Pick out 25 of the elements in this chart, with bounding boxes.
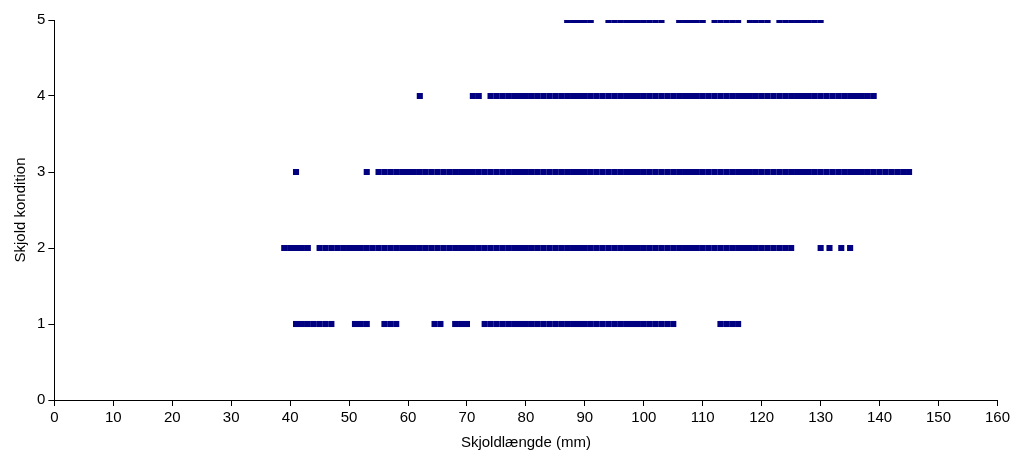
x-tick-label: 30 [222, 408, 240, 426]
x-tick-label: 100 [631, 408, 657, 426]
x-tick-label: 60 [399, 408, 417, 426]
y-tick-label: 2 [37, 238, 46, 256]
x-tick-label: 10 [104, 408, 122, 426]
y-tick-label: 4 [37, 86, 46, 104]
x-tick-label: 160 [984, 408, 1010, 426]
x-tick-label: 50 [340, 408, 358, 426]
y-tick-label: 1 [37, 314, 46, 332]
x-tick-label: 140 [867, 408, 893, 426]
x-tick-label: 110 [690, 408, 715, 426]
x-tick-label: 80 [517, 408, 535, 426]
x-tick-label: 40 [281, 408, 299, 426]
y-tick-label: 3 [37, 162, 46, 180]
x-axis-title: Skjoldlængde (mm) [460, 433, 591, 451]
x-tick-label: 130 [808, 408, 834, 426]
x-tick-label: 120 [749, 408, 775, 426]
y-tick-label: 0 [37, 390, 46, 408]
x-tick-label: 150 [926, 408, 952, 426]
y-tick-label: 5 [37, 10, 46, 28]
x-tick-label: 20 [163, 408, 181, 426]
x-tick-label: 70 [458, 408, 476, 426]
x-tick-label: 90 [576, 408, 594, 426]
x-tick-label: 0 [50, 408, 59, 426]
y-axis-title: Skjold kondition [11, 157, 29, 263]
